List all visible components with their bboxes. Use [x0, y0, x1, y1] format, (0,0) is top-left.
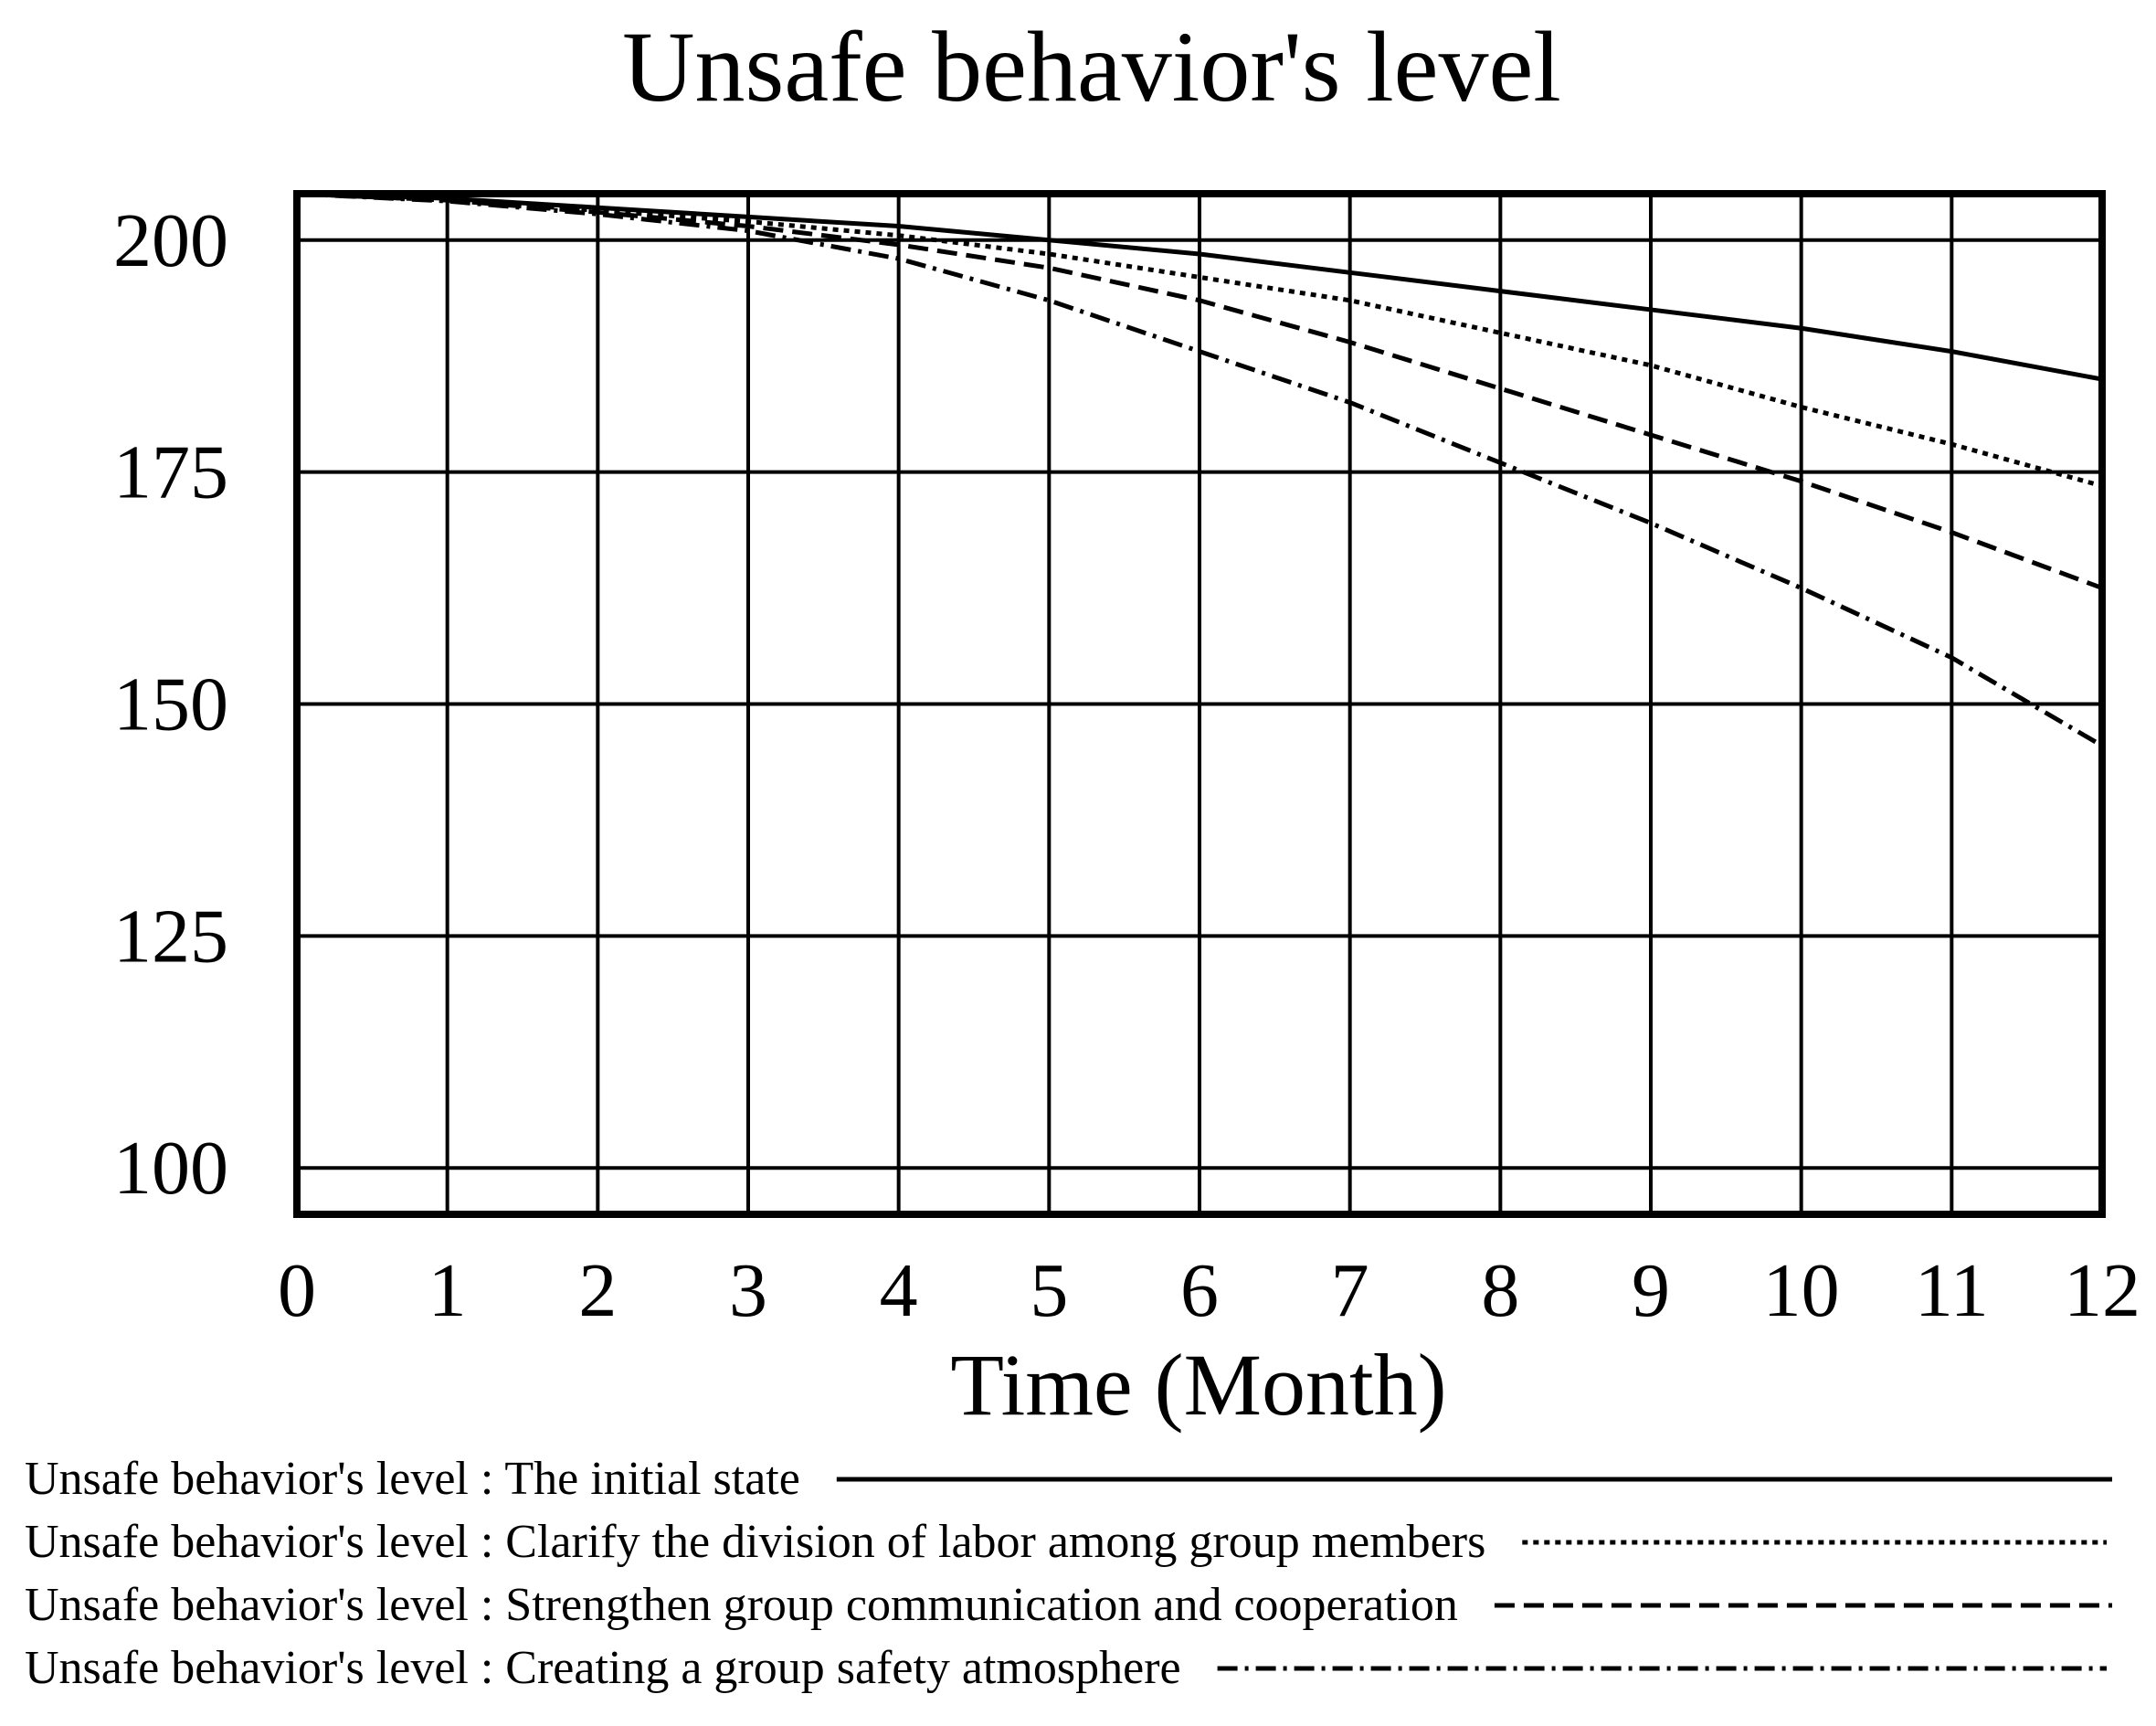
series-line-1 [296, 191, 2103, 382]
plot-frame [293, 190, 2106, 1218]
x-tick-label: 3 [729, 1248, 767, 1333]
x-tick-label: 5 [1030, 1248, 1068, 1333]
series-lines [296, 191, 2104, 748]
y-tick-label: 200 [113, 198, 228, 283]
x-tick-label: 2 [578, 1248, 617, 1333]
y-tick-label: 175 [113, 430, 228, 515]
legend-label-1: Unsafe behavior's level : The initial st… [25, 1453, 800, 1505]
y-tick-label: 125 [113, 894, 228, 979]
legend-label-4: Unsafe behavior's level : Creating a gro… [25, 1642, 1181, 1694]
y-tick-label: 100 [113, 1126, 228, 1211]
x-tick-label: 6 [1180, 1248, 1219, 1333]
x-axis-ticks: 0 1 2 3 4 5 6 7 8 9 10 11 12 [278, 1248, 2140, 1333]
series-line-4 [296, 191, 2104, 748]
grid [297, 194, 2102, 1214]
legend: Unsafe behavior's level : The initial st… [25, 1453, 2112, 1694]
x-tick-label: 8 [1481, 1248, 1519, 1333]
x-tick-label: 11 [1915, 1248, 1989, 1333]
x-tick-label: 9 [1632, 1248, 1670, 1333]
x-tick-label: 4 [880, 1248, 918, 1333]
x-tick-label: 0 [278, 1248, 316, 1333]
chart-title: Unsafe behavior's level [622, 11, 1561, 122]
legend-label-3: Unsafe behavior's level : Strengthen gro… [25, 1579, 1458, 1631]
x-tick-label: 1 [428, 1248, 467, 1333]
x-tick-label: 10 [1763, 1248, 1840, 1333]
legend-label-2: Unsafe behavior's level : Clarify the di… [25, 1516, 1485, 1568]
x-tick-label: 7 [1331, 1248, 1369, 1333]
y-axis-ticks: 100 125 150 175 200 [113, 198, 228, 1211]
y-tick-label: 150 [113, 662, 228, 747]
x-tick-label: 12 [2064, 1248, 2140, 1333]
x-axis-label: Time (Month) [950, 1336, 1446, 1434]
series-line-3 [296, 191, 2103, 590]
